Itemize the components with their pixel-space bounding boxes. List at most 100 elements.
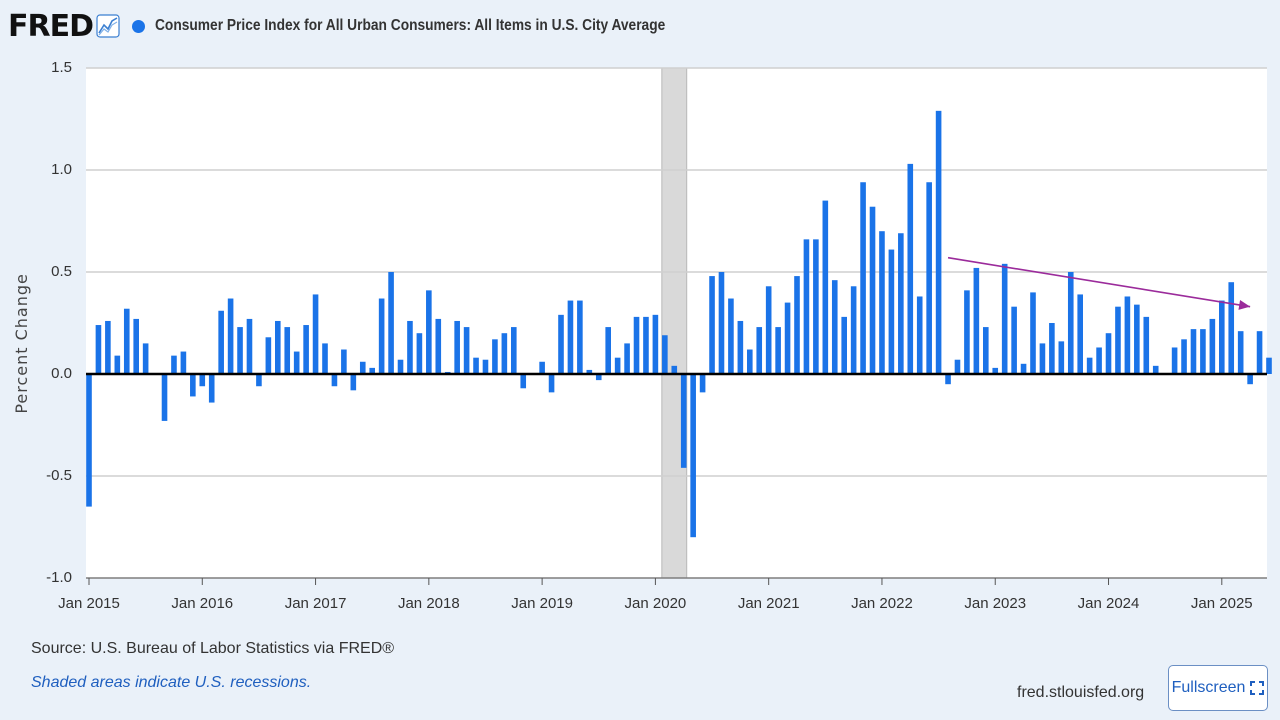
- bar: [548, 374, 555, 393]
- bar: [105, 320, 111, 374]
- bar: [435, 318, 442, 374]
- x-tick-label: Jan 2020: [625, 595, 687, 612]
- bar: [303, 325, 309, 374]
- bar: [1011, 306, 1017, 374]
- bar: [973, 267, 980, 374]
- bar: [256, 374, 262, 387]
- line-graph-icon: [96, 14, 120, 38]
- bar: [690, 374, 696, 538]
- bar: [1096, 347, 1102, 374]
- bar: [1077, 294, 1083, 374]
- bar: [520, 374, 527, 389]
- bar: [539, 361, 545, 374]
- bar: [246, 318, 253, 374]
- bar: [1219, 300, 1225, 374]
- bar: [935, 110, 942, 374]
- bar: [407, 320, 413, 374]
- bar: [265, 337, 272, 374]
- bar: [775, 327, 781, 374]
- bar: [945, 374, 951, 385]
- chart-header: FRED Consumer Price Index for All Urban …: [8, 8, 748, 44]
- bar: [680, 374, 687, 468]
- bar: [1134, 304, 1140, 374]
- bar: [1039, 343, 1046, 374]
- trend-arrow: [947, 256, 1251, 308]
- bar: [699, 374, 706, 393]
- bar: [1237, 331, 1244, 374]
- bar: [747, 349, 753, 374]
- bar: [492, 339, 498, 374]
- x-tick-label: Jan 2025: [1191, 595, 1253, 612]
- bar: [643, 316, 649, 374]
- bar: [718, 272, 725, 374]
- bar: [1058, 341, 1065, 374]
- bar: [237, 327, 243, 374]
- bar: [1020, 363, 1027, 374]
- bar: [794, 276, 800, 374]
- bar: [341, 349, 347, 374]
- y-tick-label: -1.0: [46, 569, 72, 586]
- bar: [463, 327, 470, 374]
- y-tick-label: 1.0: [51, 161, 72, 178]
- bar: [133, 318, 139, 374]
- bar: [454, 320, 460, 374]
- bar: [1124, 296, 1131, 374]
- bar: [208, 374, 215, 403]
- bar: [964, 290, 970, 374]
- bar: [293, 351, 300, 374]
- bar: [501, 333, 508, 374]
- bar: [190, 374, 196, 397]
- bar: [142, 343, 149, 374]
- bar: [1030, 292, 1036, 374]
- x-tick-label: Jan 2024: [1078, 595, 1140, 612]
- recession-note: Shaded areas indicate U.S. recessions.: [31, 674, 312, 691]
- bar: [180, 351, 187, 374]
- bar: [992, 367, 999, 374]
- bar: [388, 272, 394, 374]
- bar: [888, 249, 895, 374]
- bar: [586, 369, 593, 374]
- x-tick-label: Jan 2015: [58, 595, 120, 612]
- bar: [907, 163, 914, 374]
- y-axis-label: Percent Change: [12, 273, 31, 414]
- fred-logo[interactable]: FRED: [8, 8, 94, 44]
- bar: [322, 343, 328, 374]
- bar: [624, 343, 630, 374]
- bar: [1001, 263, 1008, 374]
- bar: [350, 374, 357, 391]
- bar: [416, 333, 423, 374]
- fullscreen-label: Fullscreen: [1171, 679, 1246, 696]
- site-url[interactable]: fred.stlouisfed.org: [1017, 684, 1145, 701]
- x-tick-label: Jan 2017: [285, 595, 347, 612]
- bar: [1143, 316, 1150, 374]
- bar: [577, 300, 583, 374]
- bar: [860, 182, 866, 374]
- bar: [916, 296, 923, 374]
- bar: [227, 298, 234, 374]
- bar: [1209, 318, 1216, 374]
- bar: [737, 320, 744, 374]
- fullscreen-button[interactable]: Fullscreen: [1168, 665, 1268, 711]
- bar: [1086, 357, 1093, 374]
- bar: [275, 320, 281, 374]
- bar: [1228, 282, 1235, 374]
- bar: [1115, 306, 1121, 374]
- series-marker: [132, 19, 145, 33]
- bar: [652, 314, 659, 374]
- bar: [784, 302, 791, 374]
- trend-arrowhead: [1238, 299, 1251, 310]
- bar: [171, 355, 177, 374]
- bar: [898, 233, 904, 374]
- bar: [397, 359, 404, 374]
- x-tick-label: Jan 2021: [738, 595, 800, 612]
- x-tick-label: Jan 2022: [851, 595, 913, 612]
- bar: [765, 286, 772, 374]
- bar: [378, 298, 385, 374]
- bar: [662, 335, 668, 374]
- bar: [822, 200, 829, 374]
- y-tick-label: 0.5: [51, 263, 72, 280]
- y-tick-label: 1.5: [51, 59, 72, 76]
- bar: [1200, 329, 1206, 374]
- bar: [869, 206, 876, 374]
